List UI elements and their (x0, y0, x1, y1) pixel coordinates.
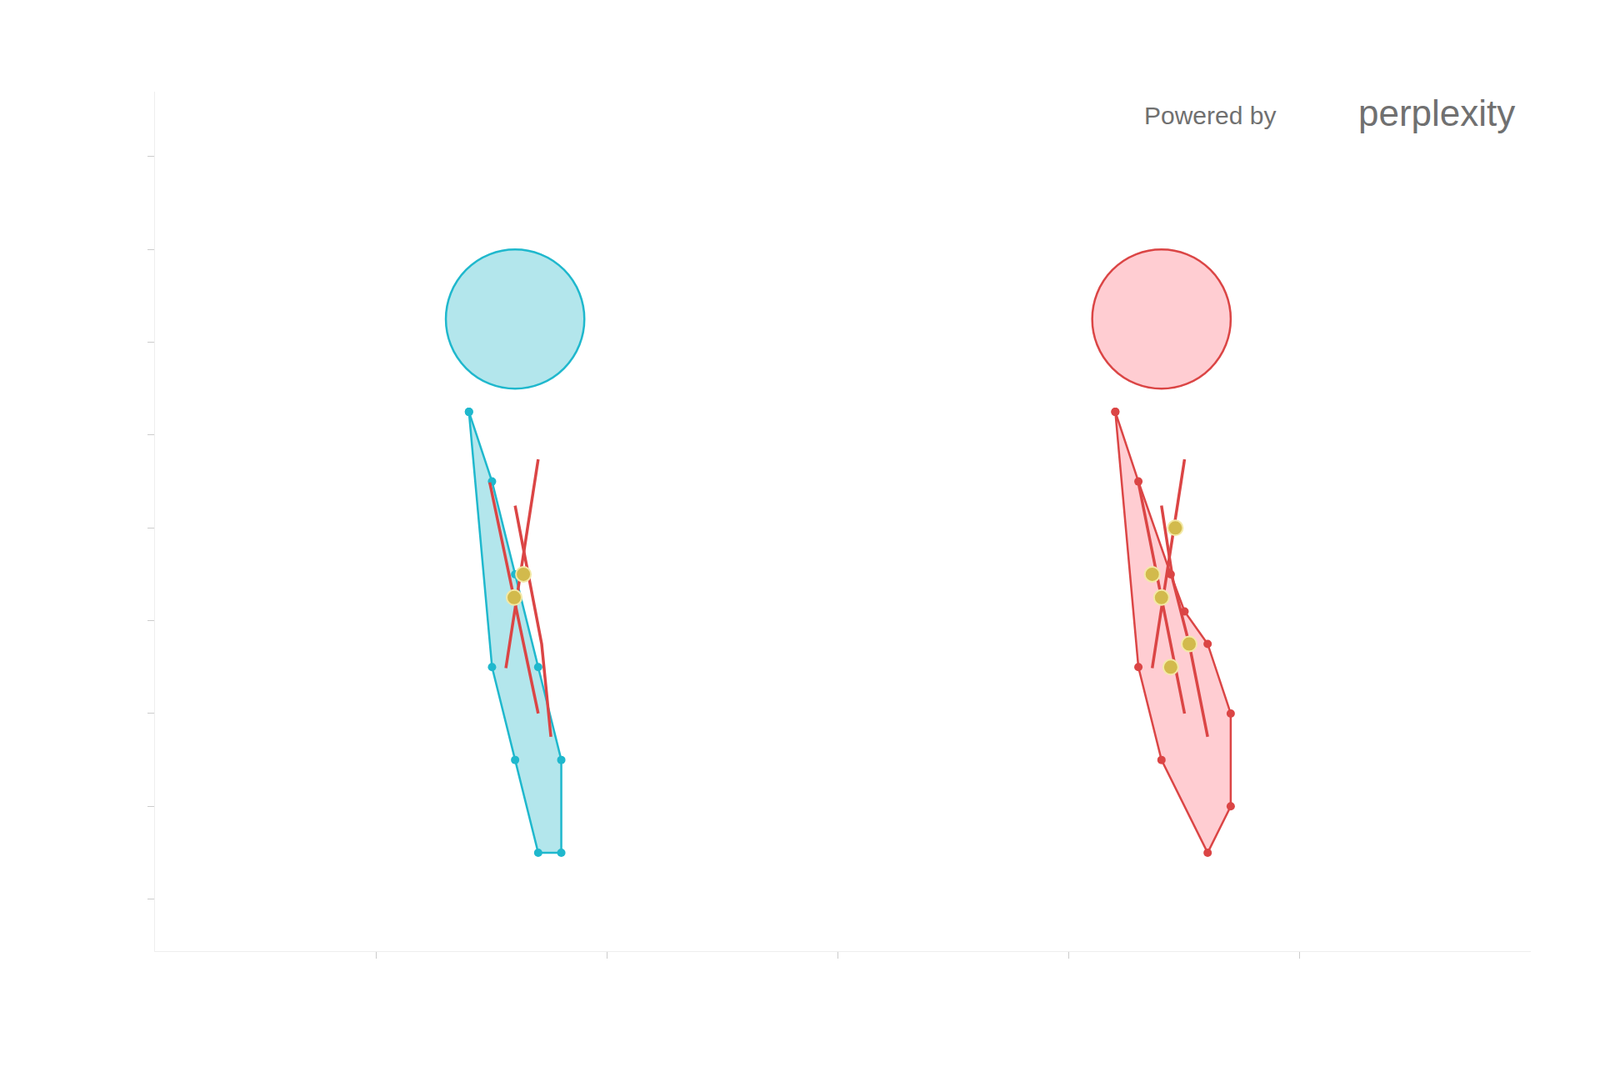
svg-text:Powered by: Powered by (1144, 101, 1276, 130)
svg-text:perplexity: perplexity (1358, 92, 1515, 134)
